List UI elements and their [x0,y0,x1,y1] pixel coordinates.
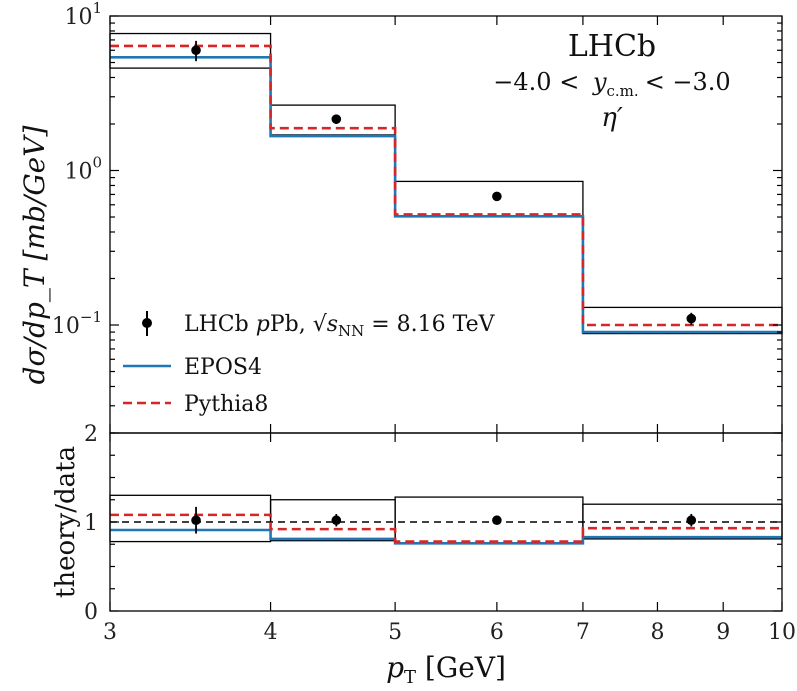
legend-data-p: p [256,312,270,337]
ratio-syst-box [109,494,272,543]
x-axis-label: pT [GeV] [386,651,506,688]
main-data-point [331,114,342,124]
ratio-y-ticks: 0 1 2 [84,422,782,625]
ratio-panel: 012 3 4 5 6 7 8 9 10 theory/data pT [GeV] [51,16,796,688]
ratio-y-axis-label: theory/data [51,446,81,598]
x-tick-label: 3 [103,620,117,645]
x-axis-sub: T [404,667,416,688]
main-data-point [492,191,502,202]
main-model-curves [110,44,782,334]
main-syst-box [582,306,783,335]
main-epos4-curve [110,56,782,334]
main-syst-box [394,180,584,217]
legend-energy: = 8.16 TeV [364,312,495,337]
main-y-tick-label: 10−1 [52,308,102,339]
legend-data-text: LHCb [184,312,256,337]
legend-data-marker [142,318,152,328]
ratio-y-tick-label: 2 [84,422,98,447]
rapidity-range-label: −4.0 < yc.m. < −3.0 [493,68,730,100]
main-data-point [686,313,697,324]
rapidity-sub: c.m. [607,82,639,100]
legend-sqrt-sign: √ [313,312,328,337]
legend-pythia-label: Pythia8 [184,392,268,417]
legend-epos-label: EPOS4 [184,355,262,380]
main-y-axis-label: dσ/dp_T [mb/GeV] [18,126,51,385]
ratio-y-tick-label: 1 [84,511,98,536]
main-pythia8-curve [110,44,782,327]
main-y-tick-label: 101 [64,0,102,30]
ratio-y-tick-label: 0 [84,600,98,625]
ratio-data-point [686,515,697,526]
ratio-data-point [492,515,502,526]
ratio-model-curves [110,513,782,545]
tick-base: 10 [64,5,92,30]
rapidity-lower: −4.0 < [493,68,579,96]
x-axis-unit: [GeV] [416,651,506,684]
ratio-data-point [191,515,201,526]
legend-data-label: LHCb pPb, √sNN = 8.16 TeV [184,312,496,340]
x-tick-label: 9 [716,620,730,645]
ratio-data-points [191,506,697,534]
legend: LHCb pPb, √sNN = 8.16 TeV EPOS4 Pythia8 [123,311,496,417]
x-tick-label: 4 [264,620,278,645]
ratio-pythia8-curve [110,513,782,543]
tick-exponent: −1 [80,308,102,326]
legend-sqrt-s: s [327,312,338,337]
x-tick-label: 8 [650,620,664,645]
main-data-points [191,40,697,326]
x-tick-label: 6 [490,620,504,645]
x-axis-var: p [386,651,404,684]
legend-sqrt-sub: NN [338,322,364,340]
ratio-data-point [331,515,342,526]
particle-label: η′ [601,103,623,133]
experiment-label: LHCb [568,29,656,64]
tick-base: 10 [52,314,80,339]
x-tick-label: 7 [576,620,590,645]
rapidity-upper: < −3.0 [645,68,731,96]
rapidity-var: y [592,68,607,96]
main-y-tick-label: 100 [64,154,102,185]
tick-base: 10 [64,160,92,185]
x-tick-label: 5 [388,620,402,645]
ratio-syst-box [394,496,584,545]
tick-exponent: 0 [92,154,102,172]
main-data-point [191,45,201,56]
ratio-plot-frame [109,432,783,612]
main-syst-box [109,32,272,69]
tick-exponent: 1 [92,0,102,17]
legend-data-pb: Pb, [270,312,313,337]
x-tick-label: 10 [768,620,796,645]
